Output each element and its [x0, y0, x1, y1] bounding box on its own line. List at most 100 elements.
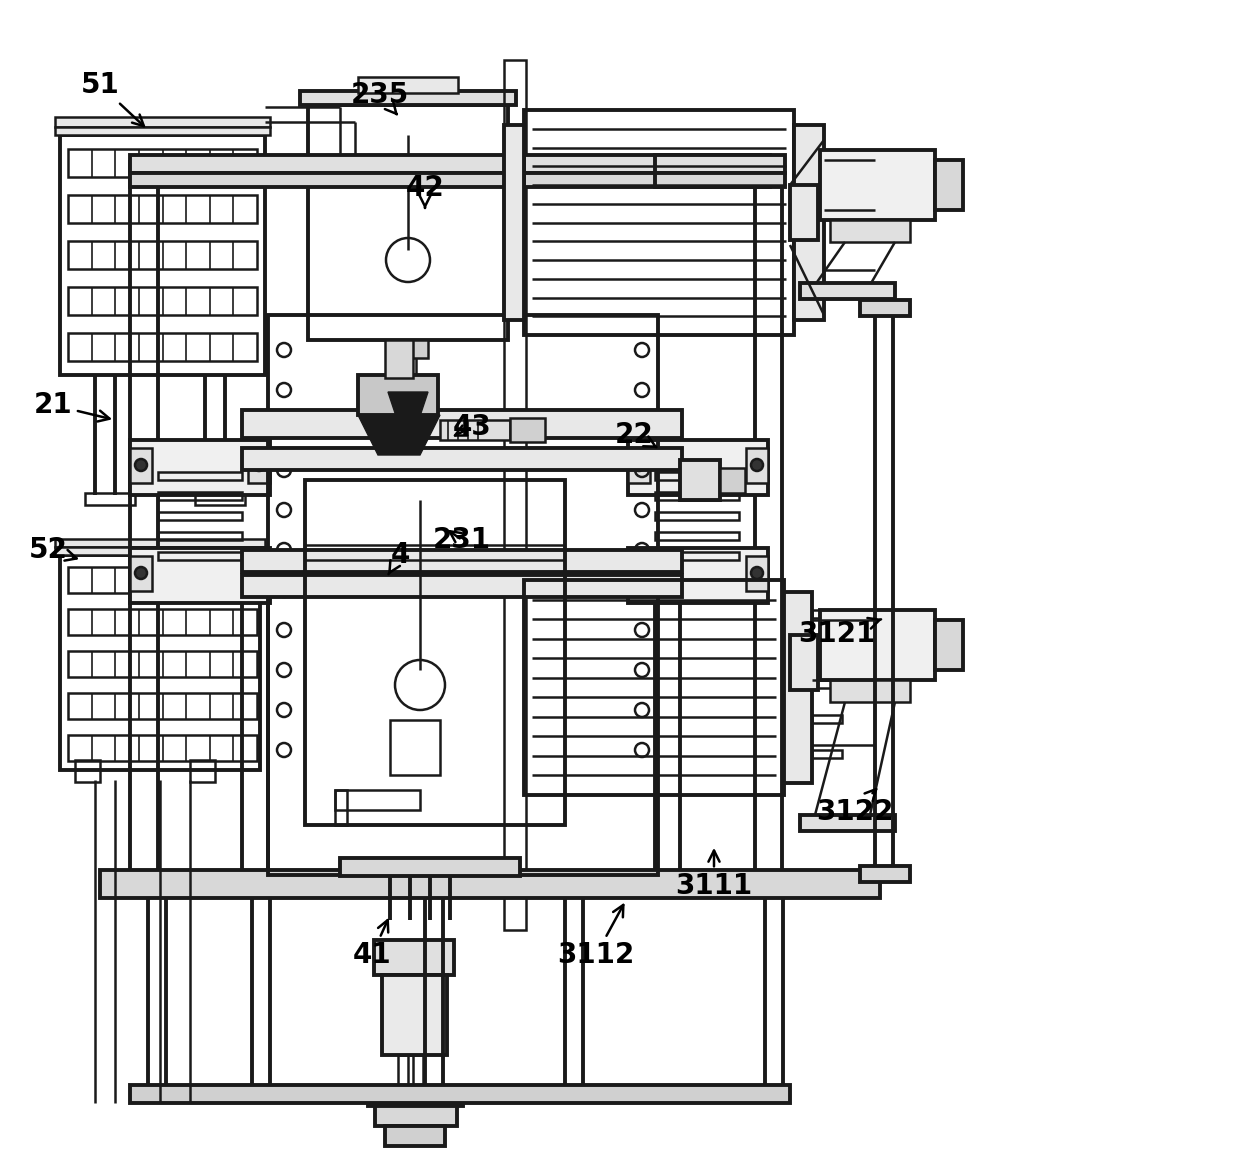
- Bar: [68, 333, 257, 361]
- Bar: [510, 418, 546, 442]
- Bar: [794, 125, 825, 320]
- Text: 22: 22: [615, 420, 656, 449]
- Bar: [800, 283, 895, 299]
- Bar: [720, 468, 745, 493]
- Text: 52: 52: [29, 536, 77, 564]
- Bar: [248, 449, 270, 484]
- Bar: [130, 1085, 790, 1103]
- Bar: [74, 760, 100, 783]
- Text: 51: 51: [81, 71, 144, 126]
- Bar: [861, 300, 910, 317]
- Bar: [68, 735, 257, 762]
- Circle shape: [253, 566, 265, 579]
- Bar: [130, 440, 270, 495]
- Bar: [248, 556, 270, 591]
- Bar: [800, 815, 895, 830]
- Bar: [130, 155, 770, 173]
- Bar: [503, 60, 526, 930]
- Bar: [820, 150, 935, 220]
- Bar: [408, 1055, 423, 1090]
- Bar: [655, 512, 739, 520]
- Text: 3122: 3122: [816, 790, 894, 826]
- Bar: [157, 552, 242, 559]
- Bar: [440, 420, 510, 440]
- Bar: [875, 300, 893, 870]
- Bar: [391, 719, 440, 776]
- Text: 231: 231: [433, 526, 491, 554]
- Bar: [812, 610, 842, 618]
- Bar: [300, 91, 516, 105]
- Bar: [627, 440, 768, 495]
- Bar: [820, 610, 935, 680]
- Bar: [525, 580, 784, 795]
- Bar: [627, 449, 650, 484]
- Bar: [130, 556, 153, 591]
- Bar: [384, 1126, 445, 1146]
- Circle shape: [135, 566, 148, 579]
- Bar: [335, 790, 420, 809]
- Bar: [55, 127, 270, 135]
- Bar: [60, 135, 265, 375]
- Bar: [60, 555, 260, 770]
- Circle shape: [751, 566, 763, 579]
- Bar: [746, 556, 768, 591]
- Bar: [935, 620, 963, 670]
- Bar: [812, 645, 842, 653]
- Bar: [157, 531, 242, 540]
- Bar: [503, 125, 525, 320]
- Bar: [655, 155, 785, 173]
- Bar: [242, 550, 682, 572]
- Bar: [525, 110, 794, 335]
- Bar: [784, 592, 812, 783]
- Bar: [100, 870, 880, 898]
- Bar: [382, 975, 446, 1055]
- Bar: [68, 241, 257, 269]
- Bar: [68, 287, 257, 315]
- Bar: [861, 865, 910, 882]
- Bar: [157, 492, 242, 500]
- Polygon shape: [388, 392, 428, 422]
- Bar: [830, 220, 910, 242]
- Bar: [388, 340, 428, 359]
- Bar: [655, 552, 739, 559]
- Bar: [655, 531, 739, 540]
- Bar: [790, 185, 818, 239]
- Circle shape: [751, 459, 763, 471]
- Bar: [268, 315, 658, 875]
- Bar: [374, 1106, 458, 1126]
- Bar: [242, 449, 682, 470]
- Text: 3121: 3121: [799, 618, 882, 648]
- Bar: [130, 173, 770, 187]
- Bar: [398, 1055, 413, 1090]
- Bar: [157, 512, 242, 520]
- Bar: [358, 77, 458, 93]
- Bar: [335, 790, 347, 825]
- Bar: [935, 160, 963, 210]
- Bar: [195, 493, 246, 505]
- Bar: [790, 635, 818, 690]
- Bar: [55, 538, 265, 547]
- Circle shape: [135, 459, 148, 471]
- Bar: [384, 340, 413, 378]
- Bar: [242, 575, 682, 597]
- Bar: [830, 680, 910, 702]
- Bar: [746, 449, 768, 484]
- Bar: [130, 548, 270, 603]
- Bar: [130, 449, 153, 484]
- Bar: [157, 472, 242, 480]
- Circle shape: [632, 459, 645, 471]
- Bar: [308, 105, 508, 340]
- Text: 3111: 3111: [676, 850, 753, 901]
- Circle shape: [253, 459, 265, 471]
- Text: 21: 21: [33, 391, 109, 422]
- Bar: [627, 556, 650, 591]
- Bar: [68, 651, 257, 677]
- Bar: [655, 472, 739, 480]
- Bar: [812, 715, 842, 723]
- Bar: [190, 760, 215, 783]
- Text: 43: 43: [453, 413, 491, 442]
- Bar: [627, 548, 768, 603]
- Bar: [68, 195, 257, 223]
- Bar: [812, 680, 842, 688]
- Bar: [305, 480, 565, 825]
